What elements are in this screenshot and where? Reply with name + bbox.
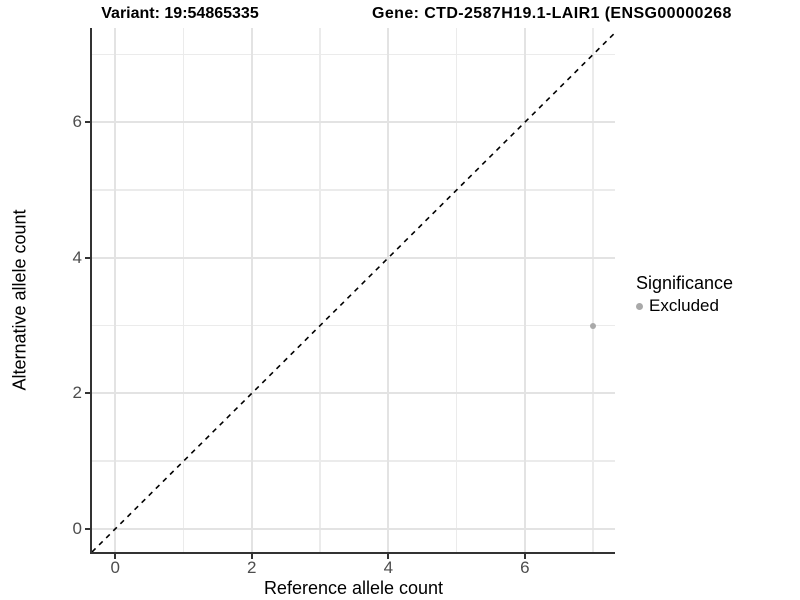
plot-panel <box>92 28 615 552</box>
y-tick-label: 6 <box>72 112 82 132</box>
y-axis-line <box>90 28 92 554</box>
x-minor-gridline <box>182 28 185 552</box>
data-point <box>590 322 597 329</box>
y-tick-label: 4 <box>72 247 82 267</box>
x-tick-label: 4 <box>383 558 394 577</box>
plot-title-gene: Gene: CTD-2587H19.1-LAIR1 (ENSG00000268 <box>372 5 732 22</box>
y-tick-mark <box>85 121 90 124</box>
y-tick-mark <box>85 527 90 530</box>
y-tick-mark <box>85 256 90 259</box>
x-tick-label: 6 <box>520 558 530 577</box>
x-axis-line <box>90 552 615 554</box>
x-tick-mark <box>523 554 526 559</box>
x-tick-label: 0 <box>110 558 120 577</box>
x-tick-mark <box>114 554 117 559</box>
x-major-gridline <box>250 28 253 552</box>
y-minor-gridline <box>92 53 615 56</box>
y-minor-gridline <box>92 189 615 191</box>
legend-items: Excluded <box>636 296 733 316</box>
x-minor-gridline <box>319 28 321 552</box>
x-tick-mark <box>250 554 253 559</box>
y-major-gridline <box>92 527 615 530</box>
x-major-gridline <box>114 28 117 552</box>
y-tick-label: 2 <box>72 383 82 403</box>
x-major-gridline <box>387 28 390 552</box>
y-major-gridline <box>92 392 615 395</box>
x-minor-gridline <box>592 28 594 552</box>
y-major-gridline <box>92 121 615 124</box>
x-tick-mark <box>387 554 390 559</box>
legend: Significance Excluded <box>636 272 733 316</box>
y-major-gridline <box>92 256 615 259</box>
y-tick-label: 0 <box>72 518 82 538</box>
y-tick-mark <box>85 392 90 395</box>
legend-title: Significance <box>636 273 734 293</box>
legend-item: Excluded <box>636 296 733 316</box>
x-tick-label: 2 <box>247 558 257 577</box>
y-minor-gridline <box>92 460 615 462</box>
plot-title-variant: Variant: 19:54865335 <box>101 5 259 22</box>
legend-item-label: Excluded <box>649 296 719 315</box>
y-minor-gridline <box>92 324 615 327</box>
identity-reference-line <box>92 31 615 552</box>
x-minor-gridline <box>455 28 458 552</box>
y-axis-title: Alternative allele count <box>9 209 30 391</box>
x-major-gridline <box>523 28 526 552</box>
x-axis-title: Reference allele count <box>263 578 444 598</box>
legend-point-icon <box>636 302 643 310</box>
